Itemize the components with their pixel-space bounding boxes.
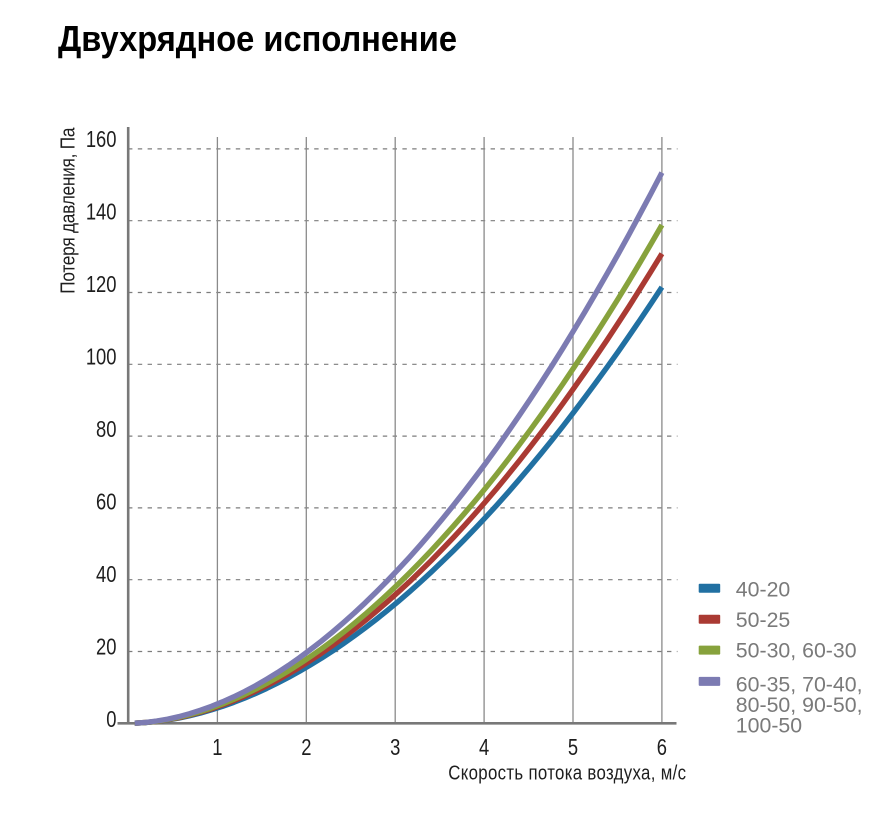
svg-text:60-35, 70-40,: 60-35, 70-40, (736, 672, 863, 696)
svg-text:20: 20 (96, 634, 116, 659)
svg-text:100-50: 100-50 (736, 714, 802, 738)
svg-text:140: 140 (86, 200, 117, 225)
svg-text:80: 80 (96, 417, 116, 442)
svg-text:160: 160 (86, 127, 117, 152)
svg-text:Двухрядное исполнение: Двухрядное исполнение (58, 18, 457, 59)
svg-text:60: 60 (96, 490, 116, 515)
svg-text:80-50, 90-50,: 80-50, 90-50, (736, 693, 863, 717)
svg-text:50-30, 60-30: 50-30, 60-30 (736, 639, 857, 663)
svg-text:Скорость потока воздуха, м/с: Скорость потока воздуха, м/с (448, 761, 686, 784)
svg-text:4: 4 (479, 735, 489, 760)
svg-text:40: 40 (96, 562, 116, 587)
svg-text:40-20: 40-20 (736, 577, 791, 601)
svg-text:Потеря давления, Па: Потеря давления, Па (57, 127, 80, 294)
svg-text:120: 120 (86, 272, 117, 297)
svg-text:2: 2 (301, 735, 311, 760)
svg-text:5: 5 (568, 735, 578, 760)
svg-text:1: 1 (212, 735, 222, 760)
svg-text:0: 0 (106, 707, 116, 732)
svg-text:3: 3 (390, 735, 400, 760)
svg-text:50-25: 50-25 (736, 608, 790, 632)
svg-text:6: 6 (657, 735, 667, 760)
svg-text:100: 100 (86, 345, 117, 370)
